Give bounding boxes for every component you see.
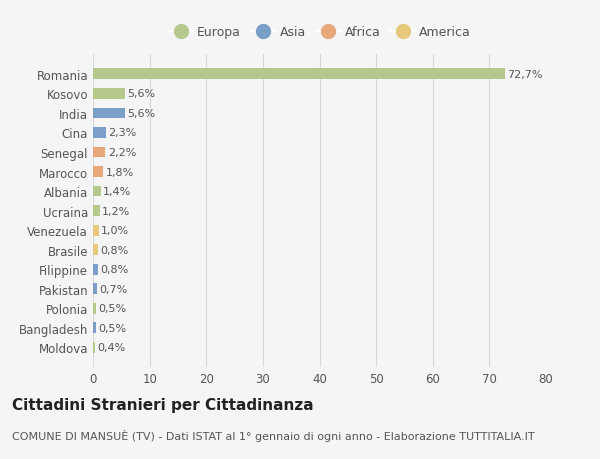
Text: 1,2%: 1,2% [102, 206, 130, 216]
Text: 5,6%: 5,6% [127, 89, 155, 99]
Text: 1,0%: 1,0% [101, 226, 129, 235]
Text: COMUNE DI MANSUÈ (TV) - Dati ISTAT al 1° gennaio di ogni anno - Elaborazione TUT: COMUNE DI MANSUÈ (TV) - Dati ISTAT al 1°… [12, 429, 535, 441]
Bar [93, 147, 106, 158]
Text: 0,8%: 0,8% [100, 265, 128, 274]
Bar [93, 323, 96, 334]
Text: 1,8%: 1,8% [106, 167, 134, 177]
Text: 0,5%: 0,5% [98, 304, 126, 313]
Bar [93, 89, 125, 100]
Text: 2,3%: 2,3% [108, 128, 137, 138]
Bar [93, 225, 98, 236]
Legend: Europa, Asia, Africa, America: Europa, Asia, Africa, America [166, 24, 473, 42]
Bar [93, 245, 98, 256]
Bar [93, 284, 97, 295]
Bar [93, 264, 98, 275]
Bar [93, 167, 103, 178]
Text: 1,4%: 1,4% [103, 187, 131, 196]
Bar [93, 186, 101, 197]
Text: 5,6%: 5,6% [127, 109, 155, 118]
Bar [93, 108, 125, 119]
Text: 2,2%: 2,2% [108, 148, 136, 157]
Bar [93, 342, 95, 353]
Text: 0,5%: 0,5% [98, 323, 126, 333]
Text: 0,8%: 0,8% [100, 245, 128, 255]
Text: 0,4%: 0,4% [98, 343, 126, 353]
Bar [93, 69, 505, 80]
Bar [93, 206, 100, 217]
Text: 72,7%: 72,7% [507, 70, 542, 79]
Text: 0,7%: 0,7% [99, 284, 127, 294]
Bar [93, 303, 96, 314]
Text: Cittadini Stranieri per Cittadinanza: Cittadini Stranieri per Cittadinanza [12, 397, 314, 412]
Bar [93, 128, 106, 139]
